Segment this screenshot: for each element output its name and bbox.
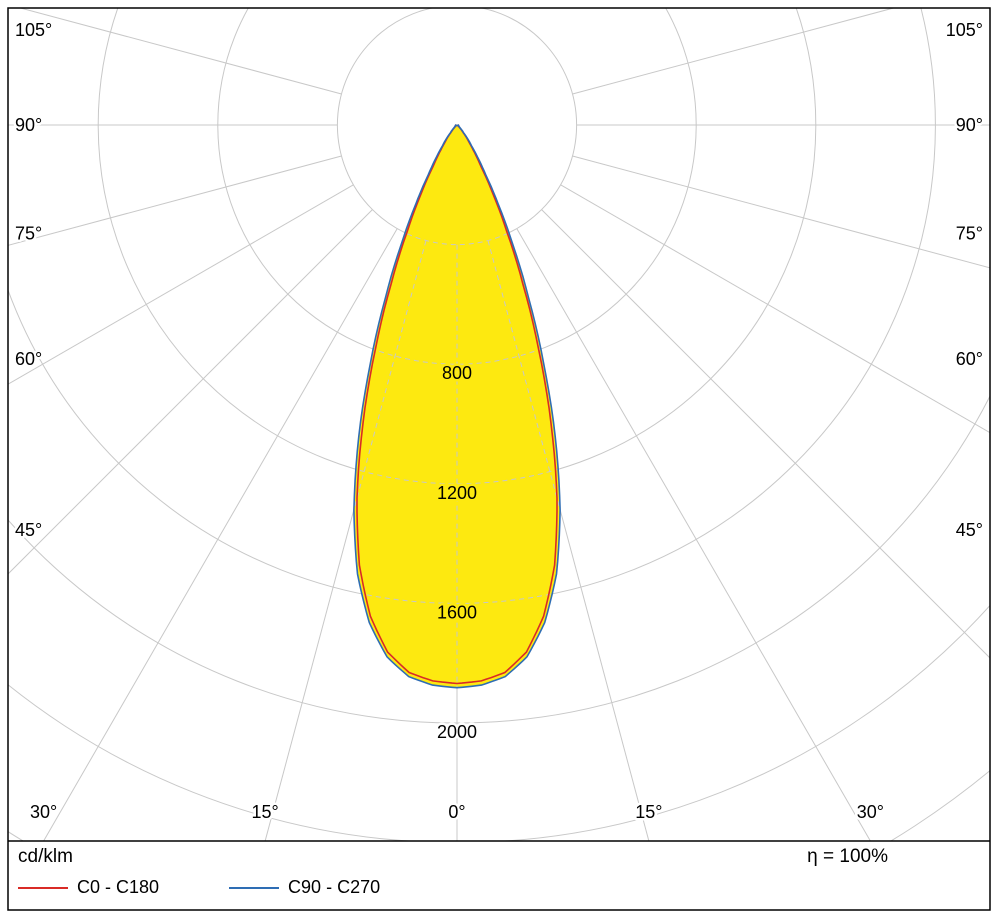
- chart-legend: cd/klm η = 100% C0 - C180 C90 - C270: [8, 841, 990, 910]
- svg-text:30°: 30°: [30, 802, 57, 822]
- svg-text:45°: 45°: [956, 520, 983, 540]
- svg-text:60°: 60°: [15, 349, 42, 369]
- legend-items: C0 - C180 C90 - C270: [18, 877, 380, 898]
- svg-text:105°: 105°: [946, 20, 983, 40]
- svg-text:75°: 75°: [956, 224, 983, 244]
- svg-text:0°: 0°: [448, 802, 465, 822]
- svg-text:45°: 45°: [15, 520, 42, 540]
- svg-text:90°: 90°: [956, 115, 983, 135]
- svg-text:60°: 60°: [956, 349, 983, 369]
- svg-text:1200: 1200: [437, 483, 477, 503]
- c90-c270-line-swatch: [229, 886, 280, 889]
- efficiency-label: η = 100%: [807, 846, 888, 867]
- svg-text:1600: 1600: [437, 602, 477, 622]
- svg-text:2000: 2000: [437, 722, 477, 742]
- c90-c270-label: C90 - C270: [288, 877, 381, 897]
- svg-text:800: 800: [442, 363, 472, 383]
- svg-text:90°: 90°: [15, 115, 42, 135]
- svg-text:30°: 30°: [857, 802, 884, 822]
- svg-text:75°: 75°: [15, 224, 42, 244]
- c0-c180-line-swatch: [18, 886, 68, 889]
- c0-c180-label: C0 - C180: [77, 877, 160, 897]
- svg-text:15°: 15°: [635, 802, 662, 822]
- svg-text:15°: 15°: [251, 802, 278, 822]
- svg-text:105°: 105°: [15, 20, 52, 40]
- legend-item-c0-c180: C0 - C180: [18, 877, 159, 898]
- legend-header: cd/klm η = 100%: [18, 846, 980, 868]
- unit-label: cd/klm: [18, 846, 73, 867]
- legend-item-c90-c270: C90 - C270: [229, 877, 380, 898]
